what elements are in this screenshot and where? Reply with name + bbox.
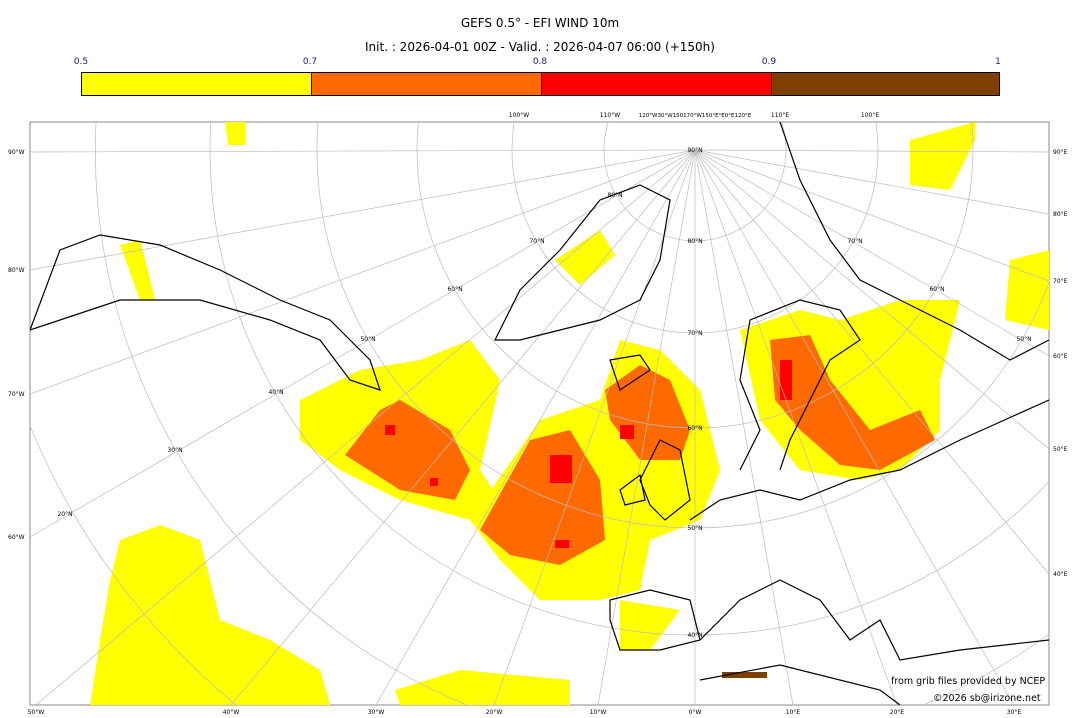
lat-label: 50°N: [1016, 336, 1031, 343]
lat-label: 60°N: [687, 425, 702, 432]
lat-label: 40°N: [687, 632, 702, 639]
top-label: 100°W: [509, 112, 529, 119]
colorbar: [81, 72, 1000, 96]
map-title: GEFS 0.5° - EFI WIND 10m: [460, 16, 620, 30]
lat-label: 30°N: [167, 447, 182, 454]
source-credit: from grib files provided by NCEP: [891, 676, 1046, 687]
bottom-label: 40°W: [223, 709, 240, 716]
lat-label: 70°N: [529, 238, 544, 245]
map-subtitle: Init. : 2026-04-01 00Z - Valid. : 2026-0…: [365, 40, 715, 54]
right-label: 90°E: [1053, 149, 1068, 156]
bottom-label: 50°W: [28, 709, 45, 716]
lat-label: 20°N: [57, 511, 72, 518]
colorbar-tick: 0.9: [761, 57, 777, 67]
bottom-label: 20°W: [486, 709, 503, 716]
lat-label: 60°N: [929, 286, 944, 293]
right-label: 70°E: [1053, 278, 1068, 285]
top-label: 110°W: [600, 112, 620, 119]
lat-label: 50°N: [360, 336, 375, 343]
top-label: 100°E: [861, 112, 879, 119]
bottom-label: 0°W: [689, 709, 702, 716]
left-label: 90°W: [8, 149, 25, 156]
colorbar-tick: 0.7: [302, 57, 318, 67]
right-label: 50°E: [1053, 446, 1068, 453]
lat-label: 60°N: [447, 286, 462, 293]
bottom-label: 30°E: [1007, 709, 1022, 716]
colorbar-tick: 1: [995, 57, 1001, 67]
lat-label: 90°N: [687, 147, 702, 154]
lat-label: 50°N: [687, 525, 702, 532]
top-label: 120°W30°W150170°W150°E°E0°E120°E: [639, 113, 752, 119]
right-label: 40°E: [1053, 571, 1068, 578]
colorbar-bin-brown: [772, 73, 999, 95]
left-label: 60°W: [8, 534, 25, 541]
colorbar-bin-red: [542, 73, 772, 95]
bottom-label: 30°W: [368, 709, 385, 716]
graticule: [30, 122, 1049, 705]
colorbar-bin-yellow: [82, 73, 312, 95]
efi-brown-area: [722, 672, 767, 678]
bottom-label: 10°W: [590, 709, 607, 716]
lat-label: 80°N: [687, 238, 702, 245]
right-label: 80°E: [1053, 211, 1068, 218]
lat-label: 70°N: [847, 238, 862, 245]
bottom-label: 10°E: [786, 709, 801, 716]
bottom-label: 20°E: [890, 709, 905, 716]
coastlines: [30, 122, 1049, 705]
top-label: 110°E: [771, 112, 789, 119]
colorbar-bin-orange: [312, 73, 542, 95]
lat-label: 40°N: [268, 389, 283, 396]
left-label: 70°W: [8, 391, 25, 398]
colorbar-tick: 0.8: [532, 57, 548, 67]
copyright: ©2026 sb@irizone.net: [933, 693, 1041, 704]
lat-label: 80°N: [607, 192, 622, 199]
lat-label: 70°N: [687, 330, 702, 337]
right-label: 60°E: [1053, 353, 1068, 360]
efi-red-areas: [385, 360, 792, 548]
colorbar-tick: 0.5: [73, 57, 89, 67]
left-label: 80°W: [8, 267, 25, 274]
